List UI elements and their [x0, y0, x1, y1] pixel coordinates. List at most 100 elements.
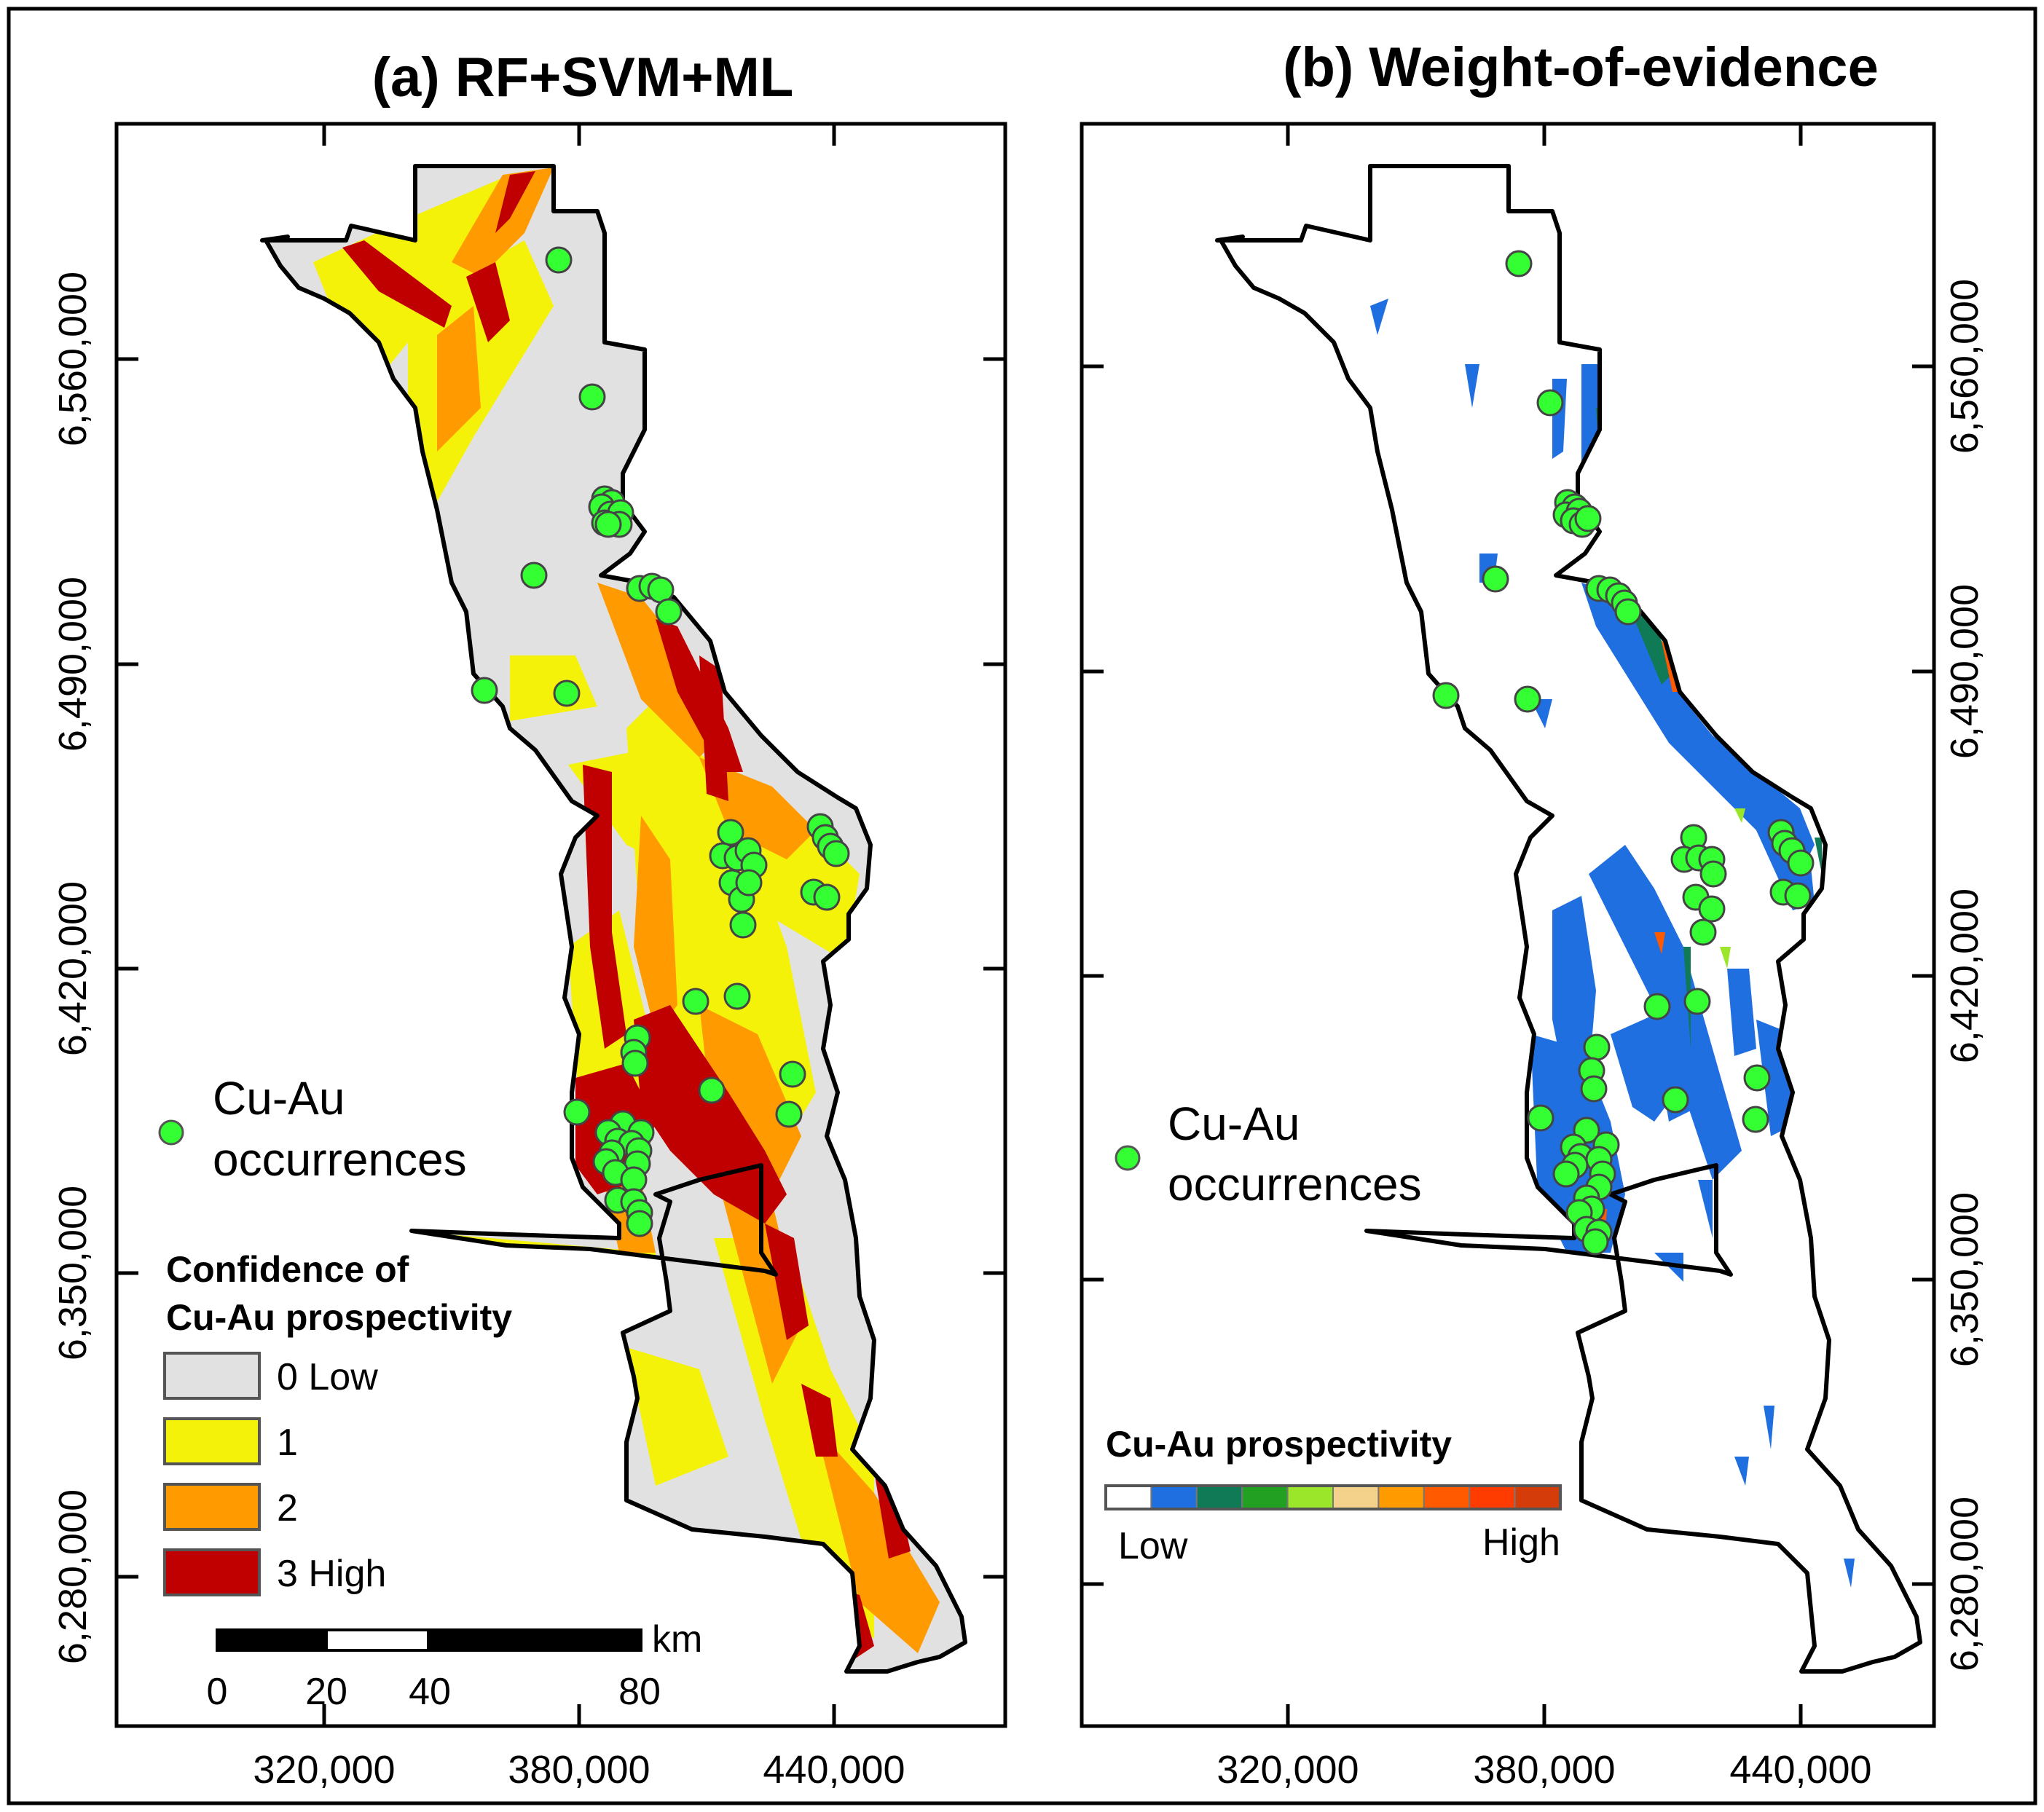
colorbar-frame [1104, 1484, 1562, 1510]
legend-swatch-low [163, 1352, 261, 1400]
x-tick-label: 320,000 [253, 1748, 395, 1792]
occurrence-point [1742, 1106, 1769, 1133]
y-tick-label: 6,350,000 [51, 1186, 95, 1360]
occurrence-legend-label: Cu-Au [213, 1072, 345, 1124]
scale-bar-segment [427, 1628, 642, 1652]
panel-a-prospectivity-raster [313, 168, 940, 1661]
occurrence-point [578, 383, 606, 411]
occurrence-point [698, 1076, 726, 1104]
occurrence-point [729, 911, 757, 939]
scale-label: 20 [305, 1671, 347, 1713]
occurrence-legend-symbol [1115, 1145, 1141, 1171]
occurrence-point [1514, 685, 1541, 713]
occurrence-point [1552, 1160, 1580, 1188]
legend-title: Confidence of [166, 1249, 409, 1290]
x-tick-label: 320,000 [1216, 1748, 1359, 1792]
colorbar-cell [1105, 1485, 1152, 1510]
y-tick-label: 6,420,000 [1943, 889, 1986, 1063]
occurrence-point [822, 840, 850, 867]
occurrence-point [520, 562, 548, 589]
occurrence-point [1743, 1064, 1771, 1092]
occurrence-point [1574, 505, 1602, 532]
scale-label: 0 [207, 1671, 228, 1713]
y-tick-label: 6,490,000 [1943, 584, 1986, 759]
scale-bar-segment [216, 1628, 328, 1652]
occurrence-point [1505, 250, 1533, 277]
scale-label: 80 [618, 1671, 661, 1713]
colorbar-cell [1332, 1485, 1380, 1510]
scale-label: 40 [409, 1671, 451, 1713]
colorbar-low-label: Low [1118, 1525, 1188, 1567]
occurrence-point [1581, 1228, 1609, 1256]
occurrence-point [1536, 389, 1564, 417]
colorbar-high-label: High [1482, 1521, 1560, 1564]
legend-swatch-2 [163, 1483, 261, 1531]
panel-a-ticks [117, 124, 1005, 1726]
occurrence-point [553, 680, 581, 707]
colorbar-title: Cu-Au prospectivity [1106, 1424, 1452, 1465]
occurrence-point [1580, 1075, 1608, 1103]
occurrence-point [775, 1100, 803, 1128]
panel-a-occurrence-points [471, 246, 850, 1237]
x-tick-label: 440,000 [763, 1748, 905, 1792]
occurrence-point [545, 246, 573, 274]
scale-bar: km 0 20 40 80 [207, 1618, 703, 1713]
occurrence-point [813, 883, 841, 911]
y-tick-label: 6,560,000 [1943, 279, 1986, 454]
colorbar-cell [1423, 1485, 1471, 1510]
y-tick-label: 6,420,000 [51, 881, 95, 1056]
occurrence-point [717, 819, 744, 846]
legend-label: 1 [277, 1422, 298, 1464]
occurrence-point [1698, 895, 1726, 923]
occurrence-point [655, 598, 683, 626]
occurrence-point [735, 869, 763, 897]
colorbar-cell [1195, 1485, 1243, 1510]
occurrence-point [723, 982, 751, 1010]
occurrence-point [682, 988, 709, 1015]
panel-a: (a) RF+SVM+ML [51, 47, 1007, 1792]
y-tick-label: 6,490,000 [51, 577, 95, 752]
occurrence-point [626, 1210, 653, 1237]
scale-unit: km [652, 1618, 702, 1661]
colorbar-cell [1286, 1485, 1334, 1510]
colorbar-cell [1150, 1485, 1198, 1510]
occurrence-legend-label: occurrences [213, 1133, 467, 1186]
colorbar-cell [1514, 1485, 1562, 1510]
panel-b-title: (b) Weight-of-evidence [1283, 36, 1879, 98]
occurrence-point [1683, 988, 1711, 1015]
y-tick-label: 6,350,000 [1943, 1192, 1986, 1367]
panel-b-ticks [1082, 124, 1934, 1726]
panel-b: (b) Weight-of-evidence [1080, 36, 1986, 1792]
colorbar-cell [1377, 1485, 1425, 1510]
occurrence-point [1482, 565, 1509, 593]
occurrence-point [1614, 598, 1642, 626]
occurrence-point [563, 1098, 591, 1126]
occurrence-point [1432, 682, 1460, 709]
panel-b-occurrence-points [1432, 250, 1815, 1256]
legend-swatch-1 [163, 1417, 261, 1465]
y-tick-label: 6,280,000 [51, 1489, 95, 1664]
legend-label: 0 Low [277, 1356, 378, 1398]
occurrence-point [779, 1060, 806, 1088]
occurrence-point [1689, 918, 1717, 946]
occurrence-point [1643, 993, 1671, 1020]
occurrence-point [621, 1049, 649, 1077]
legend-swatch-3 [163, 1548, 261, 1596]
occurrence-point [1662, 1086, 1689, 1114]
x-tick-label: 440,000 [1729, 1748, 1871, 1792]
y-tick-label: 6,280,000 [1943, 1497, 1986, 1671]
occurrence-point [594, 511, 622, 538]
scale-bar-segment [325, 1628, 430, 1652]
legend-label: 3 High [277, 1553, 386, 1595]
legend-label: 2 [277, 1487, 298, 1529]
legend-title: Cu-Au prospectivity [166, 1297, 512, 1338]
figure-frame [7, 7, 2037, 1805]
colorbar-cell [1241, 1485, 1289, 1510]
occurrence-point [471, 677, 498, 704]
colorbar [1105, 1485, 1562, 1510]
occurrence-point [1583, 1033, 1611, 1061]
occurrence-legend-label: Cu-Au [1168, 1098, 1300, 1150]
panel-a-title: (a) RF+SVM+ML [372, 47, 794, 109]
colorbar-cell [1469, 1485, 1516, 1510]
